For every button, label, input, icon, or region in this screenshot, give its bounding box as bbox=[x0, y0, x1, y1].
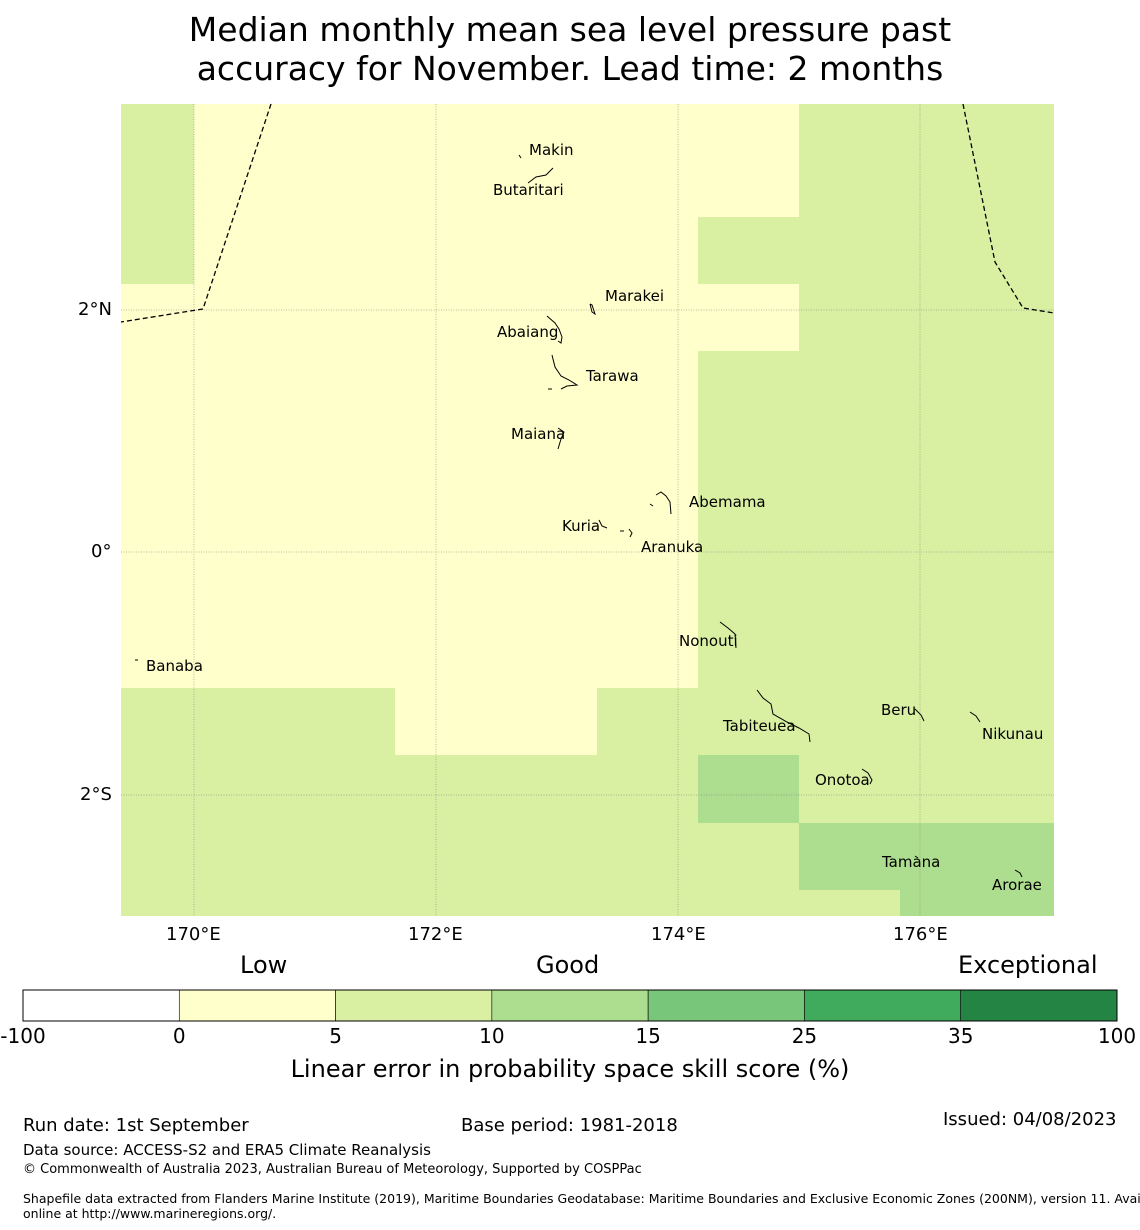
lon-label-172e: 172°E bbox=[408, 924, 463, 945]
island-label: Onotoa bbox=[815, 771, 870, 789]
island-label: Nonouti bbox=[679, 632, 738, 650]
island-label: Maiana bbox=[511, 425, 565, 443]
lat-label-0: 0° bbox=[91, 541, 112, 562]
colorbar-segments bbox=[22, 989, 1118, 1022]
colorbar-title: Linear error in probability space skill … bbox=[290, 1055, 850, 1083]
data-source: Data source: ACCESS-S2 and ERA5 Climate … bbox=[23, 1141, 431, 1159]
shapefile-credit-line-2: online at http://www.marineregions.org/. bbox=[23, 1206, 277, 1221]
island-label: Beru bbox=[881, 701, 916, 719]
island-label: Abaiang bbox=[497, 323, 558, 341]
colorbar-segment bbox=[491, 989, 649, 1022]
issued-date: Issued: 04/08/2023 bbox=[943, 1109, 1117, 1130]
gridlines bbox=[121, 104, 1054, 916]
colorbar-tick-label: 0 bbox=[172, 1024, 186, 1048]
copyright: © Commonwealth of Australia 2023, Austra… bbox=[23, 1162, 642, 1177]
colorbar-tick-label: 35 bbox=[947, 1024, 974, 1048]
lat-label-2s: 2°S bbox=[80, 784, 112, 805]
island-label: Makin bbox=[529, 141, 574, 159]
colorbar-segment bbox=[960, 989, 1118, 1022]
island-label: Arorae bbox=[992, 876, 1042, 894]
colorbar-segment bbox=[804, 989, 962, 1022]
island-label: Abemama bbox=[689, 493, 766, 511]
category-exceptional: Exceptional bbox=[958, 951, 1098, 979]
lat-label-2n: 2°N bbox=[78, 299, 112, 320]
island-label: Aranuka bbox=[641, 538, 703, 556]
title-line-2: accuracy for November. Lead time: 2 mont… bbox=[196, 49, 944, 88]
lon-label-174e: 174°E bbox=[651, 924, 706, 945]
title-line-1: Median monthly mean sea level pressure p… bbox=[188, 10, 952, 49]
island-label: Banaba bbox=[146, 657, 203, 675]
lon-label-170e: 170°E bbox=[166, 924, 221, 945]
colorbar-segment bbox=[178, 989, 336, 1022]
good-skill-region bbox=[698, 755, 1054, 916]
island-label: Kuria bbox=[562, 517, 600, 535]
colorbar-tick-label: 5 bbox=[329, 1024, 342, 1048]
colorbar-segment bbox=[335, 989, 493, 1022]
colorbar-tick-label: 10 bbox=[479, 1024, 505, 1048]
colorbar-tick-label: 100 bbox=[1097, 1024, 1137, 1048]
colorbar-tick-label: 25 bbox=[791, 1024, 818, 1048]
colorbar-tick-label: -100 bbox=[0, 1024, 46, 1048]
island-label: Tamana bbox=[881, 853, 940, 871]
category-good: Good bbox=[536, 951, 600, 979]
eez-boundary bbox=[120, 103, 1055, 323]
island-outlines bbox=[135, 154, 1023, 878]
run-date: Run date: 1st September bbox=[23, 1115, 249, 1136]
category-low: Low bbox=[240, 951, 288, 979]
island-label: Tabiteuea bbox=[722, 717, 796, 735]
map-title: Median monthly mean sea level pressure p… bbox=[0, 10, 1140, 88]
low-skill-region bbox=[121, 104, 799, 755]
shapefile-credit-line-1: Shapefile data extracted from Flanders M… bbox=[23, 1191, 1140, 1206]
base-period: Base period: 1981-2018 bbox=[461, 1115, 678, 1136]
island-label: Marakei bbox=[605, 287, 664, 305]
island-label: Nikunau bbox=[982, 725, 1043, 743]
lon-label-176e: 176°E bbox=[893, 924, 948, 945]
colorbar-segment bbox=[647, 989, 805, 1022]
colorbar-tick-label: 15 bbox=[635, 1024, 661, 1048]
island-label: Tarawa bbox=[585, 367, 639, 385]
colorbar-segment bbox=[22, 989, 180, 1022]
island-label: Butaritari bbox=[493, 181, 564, 199]
island-labels: Makin Butaritari Marakei Abaiang Tarawa … bbox=[146, 141, 1043, 894]
colorbar-frame bbox=[22, 989, 1118, 1022]
